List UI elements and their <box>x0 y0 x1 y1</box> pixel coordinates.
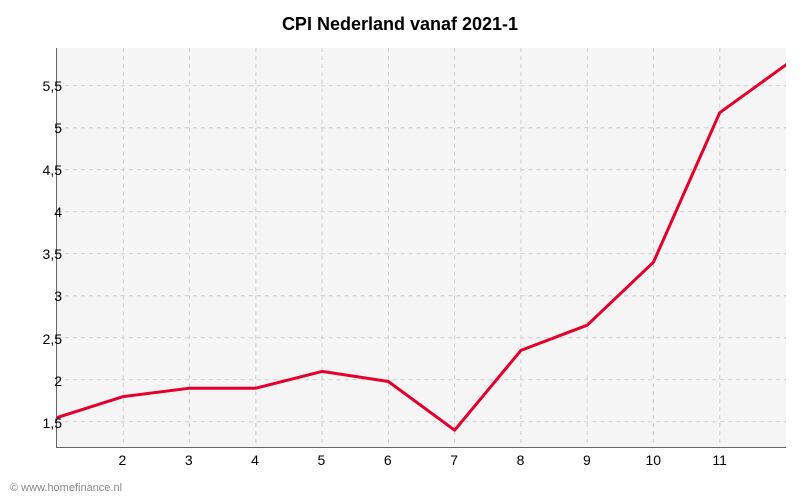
chart-container <box>56 48 786 448</box>
y-tick-label: 5 <box>54 120 62 136</box>
y-tick-label: 3 <box>54 288 62 304</box>
x-tick-label: 3 <box>185 452 193 468</box>
y-tick-label: 2 <box>54 373 62 389</box>
plot-area <box>56 48 786 448</box>
y-tick-label: 5,5 <box>43 78 62 94</box>
x-tick-label: 7 <box>450 452 458 468</box>
x-tick-label: 10 <box>645 452 661 468</box>
y-tick-label: 4,5 <box>43 162 62 178</box>
y-tick-label: 4 <box>54 204 62 220</box>
y-tick-label: 1,5 <box>43 415 62 431</box>
x-tick-label: 8 <box>517 452 525 468</box>
x-tick-label: 6 <box>384 452 392 468</box>
footer-credit: © www.homefinance.nl <box>10 482 122 494</box>
y-tick-label: 2,5 <box>43 331 62 347</box>
chart-title: CPI Nederland vanaf 2021-1 <box>0 0 800 43</box>
x-tick-label: 9 <box>583 452 591 468</box>
x-tick-label: 11 <box>712 452 727 468</box>
x-tick-label: 5 <box>318 452 326 468</box>
x-tick-label: 2 <box>118 452 126 468</box>
y-tick-label: 3,5 <box>43 246 62 262</box>
x-tick-label: 4 <box>251 452 259 468</box>
plot-svg <box>57 48 786 447</box>
